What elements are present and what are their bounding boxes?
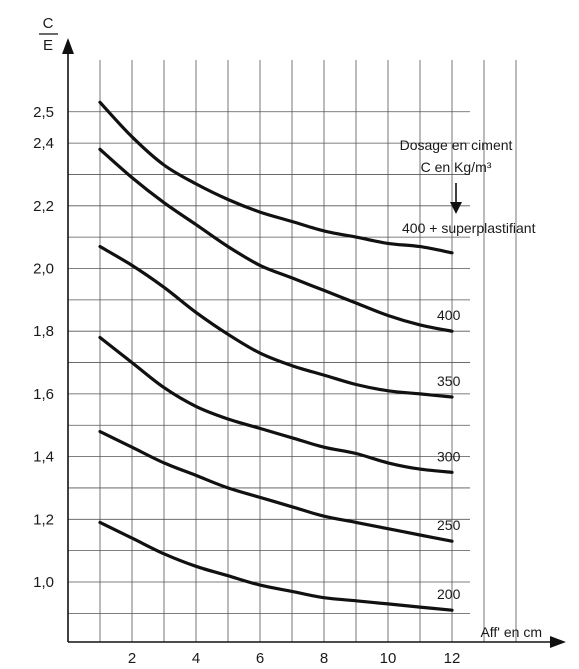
series-line-1 bbox=[98, 100, 454, 255]
series-label: 400 bbox=[437, 307, 461, 323]
series-line-3 bbox=[98, 244, 454, 399]
series-line-4 bbox=[98, 335, 454, 474]
x-tick-label: 10 bbox=[380, 650, 397, 667]
x-axis-arrow-icon bbox=[550, 636, 566, 648]
series: 400 + superplastifiant 400 350 300 250 200 bbox=[98, 100, 536, 612]
series-label: 250 bbox=[437, 517, 461, 533]
dosage-annotation-line2: C en Kg/m³ bbox=[421, 159, 492, 175]
x-tick-label: 6 bbox=[256, 650, 264, 667]
y-tick-label: 1,6 bbox=[33, 386, 54, 403]
x-tick-label: 8 bbox=[320, 650, 328, 667]
y-tick-label: 1,2 bbox=[33, 511, 54, 528]
series-line-6 bbox=[98, 520, 454, 612]
series-label: 300 bbox=[437, 448, 461, 464]
series-line-5 bbox=[98, 429, 454, 543]
y-tick-label: 1,4 bbox=[33, 449, 54, 466]
x-tick-label: 2 bbox=[128, 650, 136, 667]
y-axis-label-bottom: E bbox=[43, 37, 53, 54]
down-arrow-icon bbox=[450, 202, 462, 214]
tick-labels: 1,0 1,2 1,4 1,6 1,8 2,0 2,2 2,4 2,5 2 4 6 8 10 12 bbox=[33, 104, 460, 667]
axes bbox=[62, 38, 566, 648]
y-tick-label: 2,5 bbox=[33, 104, 54, 121]
y-axis-arrow-icon bbox=[62, 38, 74, 54]
x-tick-label: 12 bbox=[444, 650, 461, 667]
y-tick-label: 2,0 bbox=[33, 261, 54, 278]
grid bbox=[68, 60, 517, 642]
series-label: 350 bbox=[437, 373, 461, 389]
dosage-annotation-line1: Dosage en ciment bbox=[400, 137, 513, 153]
y-axis-label-top: C bbox=[43, 15, 54, 32]
y-tick-label: 1,0 bbox=[33, 574, 54, 591]
series-label: 400 + superplastifiant bbox=[402, 220, 536, 236]
series-line-2 bbox=[98, 147, 454, 333]
x-tick-label: 4 bbox=[192, 650, 200, 667]
y-tick-label: 2,2 bbox=[33, 198, 54, 215]
x-axis-label: Aff' en cm bbox=[480, 624, 542, 640]
y-tick-label: 1,8 bbox=[33, 323, 54, 340]
y-tick-label: 2,4 bbox=[33, 135, 54, 152]
series-label: 200 bbox=[437, 586, 461, 602]
